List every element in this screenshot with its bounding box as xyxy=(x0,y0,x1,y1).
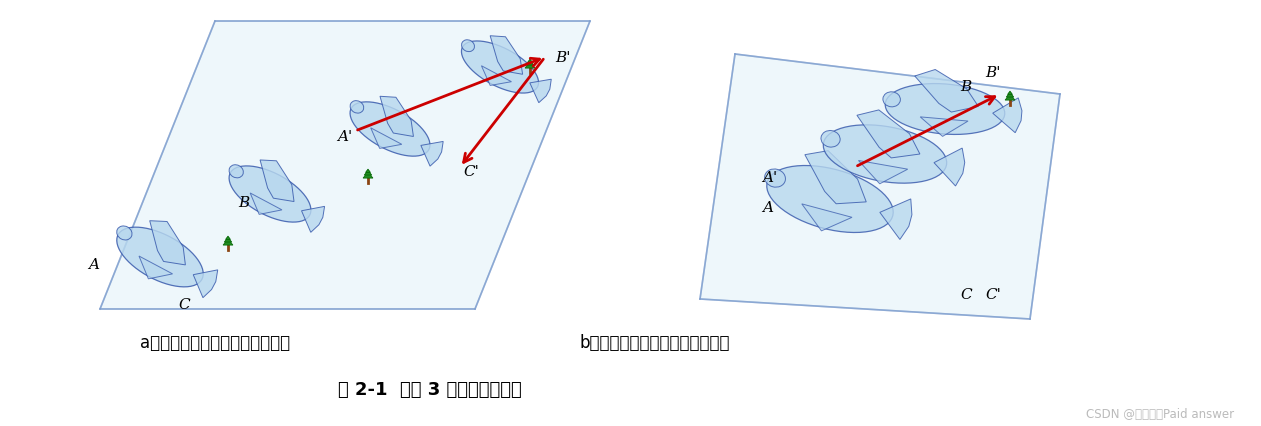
Ellipse shape xyxy=(230,165,243,178)
Text: C': C' xyxy=(463,164,479,178)
Polygon shape xyxy=(366,170,371,173)
Polygon shape xyxy=(226,236,231,240)
Text: B': B' xyxy=(985,66,1000,80)
Polygon shape xyxy=(914,70,979,113)
Polygon shape xyxy=(363,172,373,178)
Text: B': B' xyxy=(555,51,570,65)
Polygon shape xyxy=(1008,92,1013,95)
Text: A': A' xyxy=(337,130,352,144)
Polygon shape xyxy=(230,167,311,222)
Polygon shape xyxy=(224,238,232,242)
Ellipse shape xyxy=(821,131,840,148)
Polygon shape xyxy=(885,84,1005,135)
Polygon shape xyxy=(364,171,372,176)
Polygon shape xyxy=(100,22,590,309)
Polygon shape xyxy=(527,60,532,63)
Polygon shape xyxy=(1006,93,1014,98)
Text: 图 2-1  连续 3 帧视野区域运动: 图 2-1 连续 3 帧视野区域运动 xyxy=(338,380,522,398)
Ellipse shape xyxy=(117,226,132,240)
Text: B: B xyxy=(960,80,971,94)
Text: CSDN @数模竞赛Paid answer: CSDN @数模竞赛Paid answer xyxy=(1086,408,1235,420)
Polygon shape xyxy=(250,193,282,215)
Ellipse shape xyxy=(883,92,900,108)
Polygon shape xyxy=(482,66,512,86)
Polygon shape xyxy=(525,62,535,69)
Polygon shape xyxy=(767,166,893,233)
Text: b）帧率较高时视野区域内的变化: b）帧率较高时视野区域内的变化 xyxy=(580,333,730,351)
Text: C: C xyxy=(960,287,972,301)
Polygon shape xyxy=(462,42,538,94)
Polygon shape xyxy=(351,103,430,157)
Polygon shape xyxy=(139,256,173,279)
Polygon shape xyxy=(380,97,414,137)
Polygon shape xyxy=(823,126,947,184)
Text: A': A' xyxy=(762,170,777,184)
Polygon shape xyxy=(859,161,908,184)
Polygon shape xyxy=(301,207,324,233)
Polygon shape xyxy=(260,161,294,202)
Text: C: C xyxy=(178,297,189,311)
Polygon shape xyxy=(1005,94,1015,101)
Polygon shape xyxy=(880,199,912,240)
Polygon shape xyxy=(530,80,551,104)
Polygon shape xyxy=(526,61,533,66)
Polygon shape xyxy=(921,118,968,137)
Polygon shape xyxy=(223,239,233,245)
Text: C': C' xyxy=(985,287,1001,301)
Polygon shape xyxy=(150,221,185,265)
Text: A: A xyxy=(88,257,100,271)
Polygon shape xyxy=(491,37,522,75)
Ellipse shape xyxy=(462,40,474,52)
Ellipse shape xyxy=(764,170,786,188)
Polygon shape xyxy=(700,55,1061,319)
Text: B: B xyxy=(238,196,250,210)
Polygon shape xyxy=(805,151,866,204)
Polygon shape xyxy=(421,142,443,167)
Text: A: A xyxy=(762,201,773,215)
Polygon shape xyxy=(802,204,852,231)
Polygon shape xyxy=(371,129,402,149)
Ellipse shape xyxy=(351,101,363,114)
Polygon shape xyxy=(992,98,1021,133)
Polygon shape xyxy=(117,227,203,287)
Polygon shape xyxy=(857,111,921,158)
Polygon shape xyxy=(934,149,965,187)
Text: a）帧率较低时视野区域内的变化: a）帧率较低时视野区域内的变化 xyxy=(140,333,290,351)
Polygon shape xyxy=(193,270,218,298)
